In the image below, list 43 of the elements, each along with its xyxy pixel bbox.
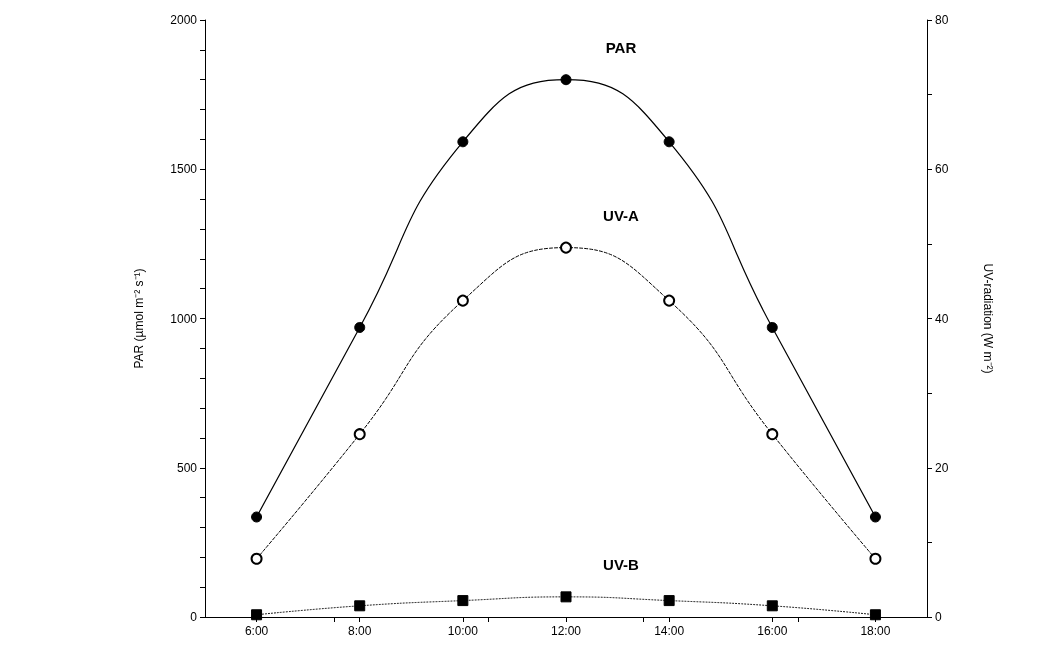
point [869, 511, 881, 523]
y2-axis-title: UV-radiation (W m⁻²) [981, 263, 995, 374]
y-tick-label: 500 [176, 460, 198, 475]
point [560, 74, 572, 86]
y2-tick-label: 20 [935, 460, 949, 475]
point [251, 609, 263, 621]
point [560, 241, 572, 254]
y2-tick-label: 40 [935, 311, 949, 326]
point [663, 136, 675, 148]
point [250, 552, 263, 565]
point [766, 321, 778, 333]
point [766, 428, 779, 441]
point [456, 294, 469, 307]
y2-tick-label: 80 [935, 13, 949, 27]
point [869, 552, 882, 565]
point [663, 595, 675, 607]
point [251, 511, 263, 523]
y-tick-label: 1500 [170, 162, 198, 177]
point [869, 609, 881, 621]
x-tick-label: 10:00 [447, 624, 479, 638]
point [560, 591, 572, 603]
series-label: UV-B [603, 556, 640, 574]
y2-tick-label: 0 [935, 610, 942, 624]
y-tick-label: 0 [190, 610, 198, 624]
x-tick-label: 6:00 [244, 624, 269, 638]
x-tick-label: 8:00 [348, 624, 372, 638]
y2-tick-label: 60 [935, 162, 949, 177]
y-tick-label: 1000 [170, 311, 198, 326]
series-label: PAR [605, 39, 637, 57]
y-tick-label: 2000 [170, 13, 198, 27]
x-tick-label: 14:00 [654, 624, 685, 638]
point [354, 321, 366, 333]
series-label: UV-A [603, 207, 640, 225]
y-axis-title: PAR (µmol m⁻² s⁻¹) [132, 268, 146, 369]
point [354, 600, 366, 612]
point [766, 600, 778, 612]
x-tick-label: 16:00 [757, 624, 788, 638]
point [353, 428, 366, 441]
x-tick-label: 12:00 [550, 624, 582, 638]
point [457, 136, 469, 148]
x-tick-label: 18:00 [860, 624, 891, 638]
point [663, 294, 676, 307]
point [457, 595, 469, 607]
